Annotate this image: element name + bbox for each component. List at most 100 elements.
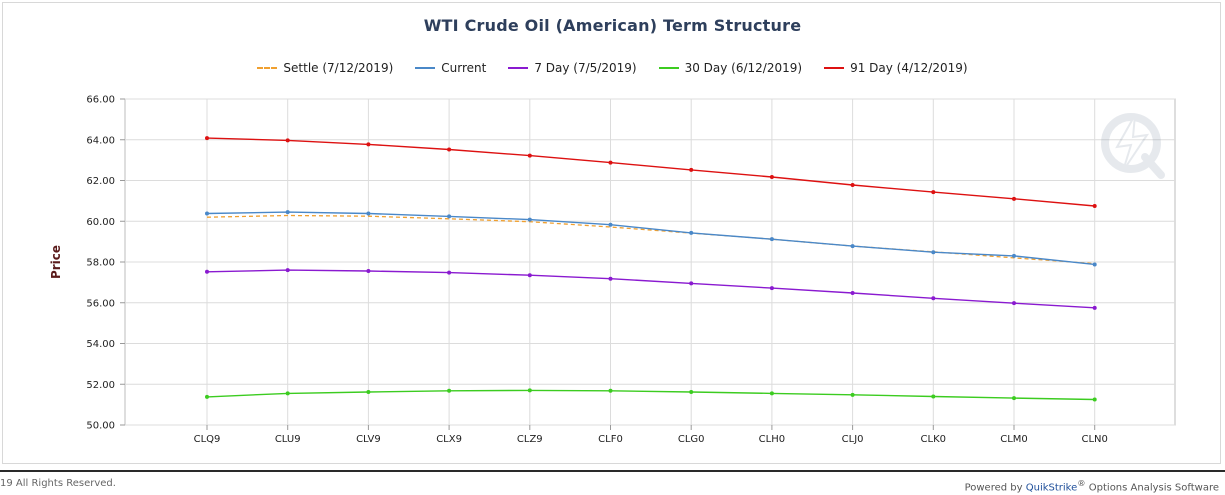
legend-label: Settle (7/12/2019): [283, 61, 394, 75]
data-point-3-10: [1012, 396, 1016, 401]
data-point-4-8: [850, 182, 855, 187]
data-point-4-7: [769, 175, 774, 180]
data-point-2-7: [769, 286, 774, 291]
series-line-1: [206, 211, 1095, 266]
footer-powered-by: Powered by QuikStrike® Options Analysis …: [965, 478, 1219, 493]
y-tick-label: 50.00: [86, 421, 115, 432]
data-point-1-8: [850, 244, 855, 249]
chart-plot: 50.00 52.00 54.00 56.00 58.00 60.00 62.00 64.00…: [49, 95, 1176, 445]
y-axis-label: Price: [49, 245, 63, 279]
footer-divider: [0, 470, 1225, 472]
x-tick-label: CLZ9: [517, 434, 543, 445]
data-point-4-6: [689, 167, 694, 172]
data-point-1-1: [285, 210, 290, 215]
series-line-4: [206, 137, 1095, 207]
y-tick-label: 56.00: [86, 298, 115, 309]
legend-label: Current: [441, 61, 487, 75]
trademark-mark: ®: [1077, 478, 1086, 488]
data-point-1-4: [527, 217, 532, 222]
x-tick-label: CLM0: [1000, 434, 1028, 445]
data-point-3-2: [366, 389, 371, 394]
legend-item-0[interactable]: Settle (7/12/2019): [257, 61, 393, 75]
data-point-3-0: [205, 394, 209, 399]
legend-item-1[interactable]: Current: [415, 61, 486, 75]
legend-label: 91 Day (4/12/2019): [850, 61, 968, 75]
data-point-2-9: [931, 296, 936, 301]
data-point-3-11: [1092, 397, 1097, 402]
data-point-2-5: [608, 276, 613, 281]
x-tick-label: CLQ9: [194, 434, 221, 445]
data-point-4-9: [931, 190, 936, 195]
legend-item-3[interactable]: 30 Day (6/12/2019): [658, 61, 803, 75]
x-tick-label: CLN0: [1081, 434, 1107, 445]
footer-copyright: 19 All Rights Reserved.: [0, 478, 116, 489]
legend-swatch: [508, 67, 529, 69]
legend-label: 30 Day (6/12/2019): [684, 61, 803, 75]
data-point-2-3: [447, 270, 452, 275]
data-point-4-4: [527, 153, 532, 158]
data-point-4-1: [285, 138, 290, 143]
data-point-3-1: [285, 391, 290, 396]
data-point-4-2: [366, 142, 371, 147]
data-point-2-2: [366, 268, 371, 273]
powered-by-text: Powered by: [964, 482, 1023, 494]
legend-label: 7 Day (7/5/2019): [534, 61, 637, 75]
data-point-3-7: [769, 391, 774, 396]
legend-swatch: [658, 67, 679, 69]
legend-swatch: [257, 67, 278, 69]
data-point-3-4: [527, 388, 532, 393]
chart-title: WTI Crude Oil (American) Term Structure: [423, 16, 802, 35]
brand-suffix: Options Analysis Software: [1085, 482, 1219, 494]
data-point-2-4: [527, 273, 532, 278]
y-tick-label: 62.00: [86, 176, 115, 187]
x-tick-label: CLK0: [921, 434, 946, 445]
data-point-1-7: [769, 237, 774, 242]
y-tick-label: 60.00: [86, 217, 115, 228]
legend-swatch: [824, 67, 845, 69]
y-tick-label: 64.00: [86, 135, 115, 146]
y-tick-label: 66.00: [86, 95, 115, 106]
data-point-2-1: [285, 268, 290, 273]
x-tick-label: CLX9: [436, 434, 462, 445]
x-tick-label: CLV9: [356, 434, 381, 445]
x-tick-label: CLG0: [678, 434, 705, 445]
legend-swatch: [415, 67, 436, 69]
y-tick-label: 54.00: [86, 339, 115, 350]
data-point-2-6: [689, 281, 694, 286]
data-point-4-0: [205, 136, 209, 141]
data-point-4-3: [447, 147, 452, 152]
data-point-3-6: [689, 389, 694, 394]
x-tick-label: CLU9: [275, 434, 301, 445]
legend: Settle (7/12/2019) Current 7 Day (7/5/2019…: [0, 58, 1225, 78]
data-point-1-11: [1092, 262, 1097, 267]
data-point-1-6: [689, 230, 694, 235]
data-point-2-8: [850, 290, 855, 295]
data-point-3-8: [850, 392, 855, 397]
legend-item-2[interactable]: 7 Day (7/5/2019): [508, 61, 637, 75]
series-line-0: [206, 214, 1095, 265]
x-tick-label: CLJ0: [842, 434, 864, 445]
series-line-2: [206, 269, 1095, 309]
data-point-4-10: [1012, 196, 1016, 201]
y-tick-label: 52.00: [86, 380, 115, 391]
data-point-4-11: [1092, 203, 1097, 208]
y-tick-label: 58.00: [86, 258, 115, 269]
x-tick-label: CLH0: [759, 434, 785, 445]
data-point-2-0: [205, 269, 209, 274]
data-point-3-3: [447, 388, 452, 393]
brand-link[interactable]: QuikStrike: [1025, 482, 1078, 494]
data-point-1-2: [366, 211, 371, 216]
data-point-1-10: [1012, 253, 1016, 258]
data-point-2-11: [1092, 305, 1097, 310]
series-line-3: [206, 389, 1095, 401]
quikstrike-watermark-icon: [1101, 113, 1165, 179]
data-point-2-10: [1012, 301, 1016, 306]
data-point-1-9: [931, 250, 936, 255]
data-point-1-5: [608, 222, 613, 227]
data-point-1-0: [205, 211, 209, 216]
data-point-3-9: [931, 394, 936, 399]
x-tick-label: CLF0: [598, 434, 623, 445]
legend-item-4[interactable]: 91 Day (4/12/2019): [824, 61, 968, 75]
data-point-4-5: [608, 160, 613, 165]
data-point-3-5: [608, 388, 613, 393]
